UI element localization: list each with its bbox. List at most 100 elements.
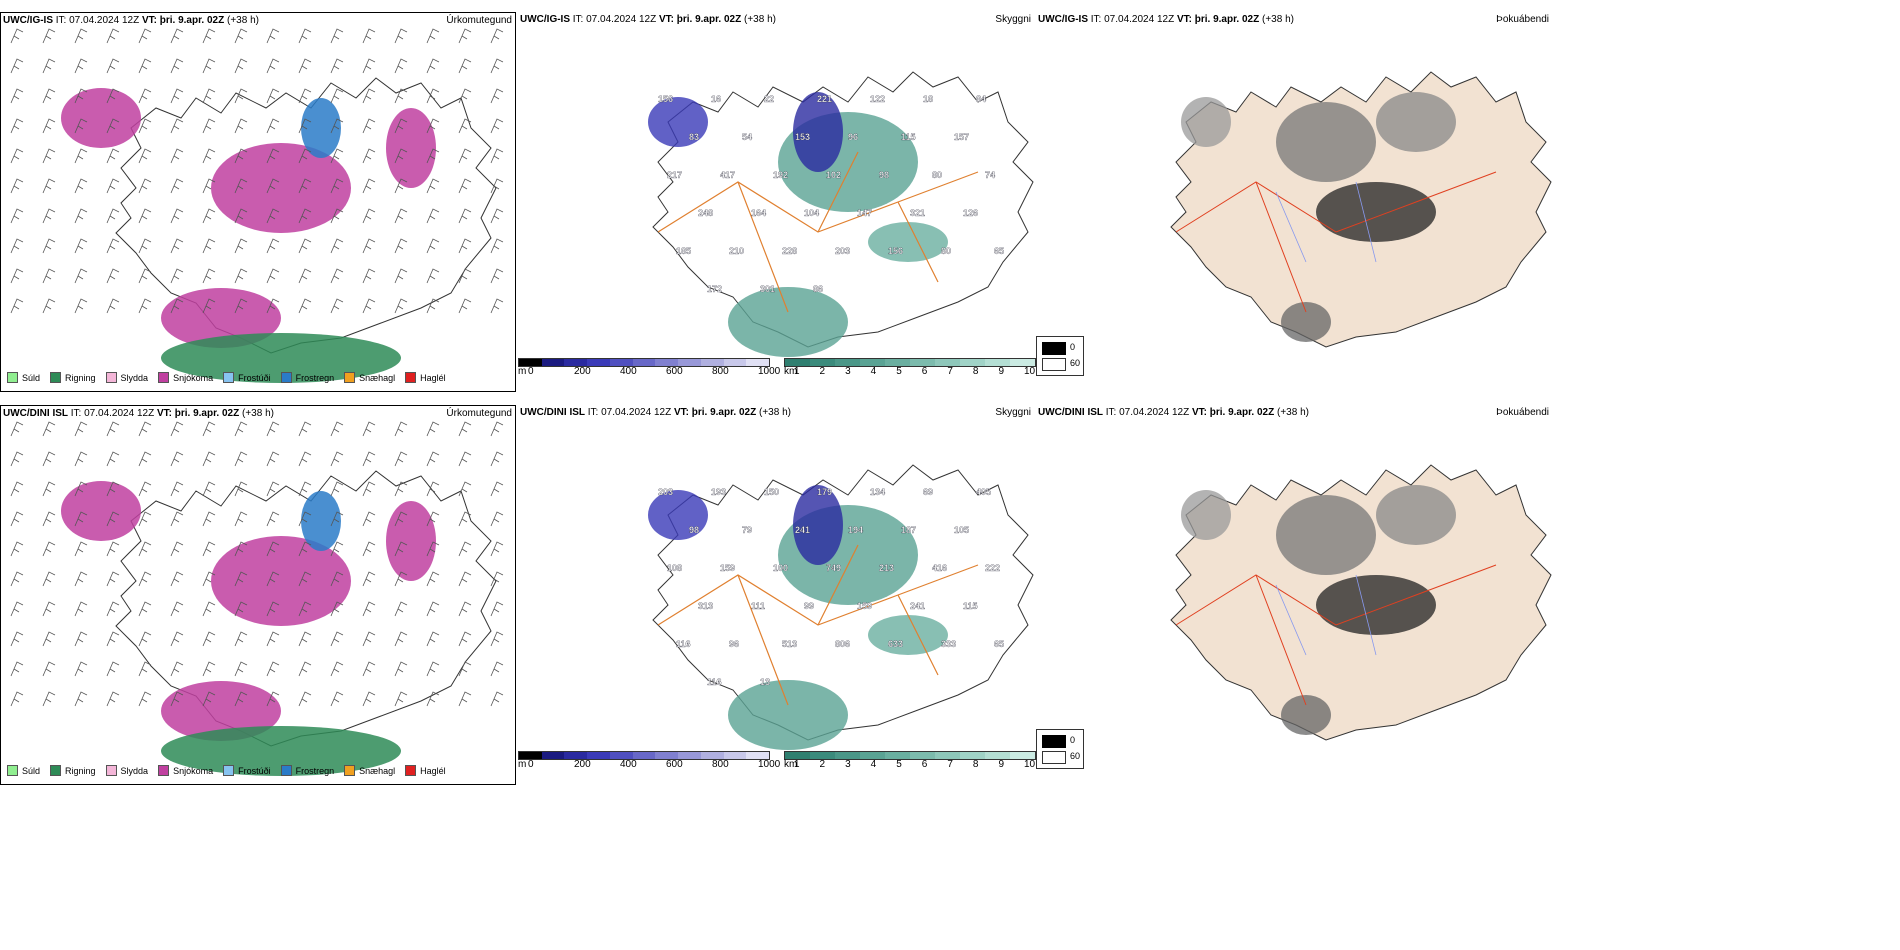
wind-barb bbox=[138, 541, 152, 557]
scale-step bbox=[609, 359, 633, 366]
wind-barb bbox=[170, 208, 184, 224]
wind-barb bbox=[394, 88, 408, 104]
wind-barb bbox=[330, 601, 344, 617]
legend-label: Súld bbox=[22, 765, 41, 776]
wind-barb bbox=[106, 118, 120, 134]
scale-step bbox=[632, 752, 656, 759]
legend-item: Rigning bbox=[50, 765, 96, 776]
wind-barb bbox=[106, 238, 120, 254]
wind-barb bbox=[106, 208, 120, 224]
cloud-base-label: 80 bbox=[941, 246, 951, 256]
legend-item: Súld bbox=[7, 765, 40, 776]
init-time: IT: 07.04.2024 12Z bbox=[1103, 407, 1192, 418]
wind-barb bbox=[42, 298, 56, 314]
iceland-map bbox=[10, 28, 504, 383]
wind-barb bbox=[266, 451, 280, 467]
color-scales: m 0 200 400 600 800 1000 km 1 2 3 4 5 6 7 8 9 10 bbox=[518, 751, 1038, 773]
wind-barb bbox=[138, 208, 152, 224]
wind-barb bbox=[202, 88, 216, 104]
cloud-base-label: 18 bbox=[923, 94, 933, 104]
wind-barb bbox=[202, 511, 216, 527]
wind-barb bbox=[266, 148, 280, 164]
scale-step bbox=[910, 359, 935, 366]
wind-barb bbox=[138, 451, 152, 467]
wind-barb bbox=[10, 88, 24, 104]
wind-barb bbox=[490, 208, 504, 224]
legend-label: Slydda bbox=[120, 372, 149, 383]
cloud-base-label: 79 bbox=[742, 525, 752, 535]
cloud-base-label: 192 bbox=[773, 170, 788, 180]
wind-barb bbox=[106, 481, 120, 497]
cloud-base-label: 104 bbox=[804, 208, 819, 218]
valid-time: VT: þri. 9.apr. 02Z bbox=[141, 15, 225, 26]
ceiling-color-scale bbox=[518, 751, 770, 760]
cloud-base-label: 194 bbox=[848, 525, 863, 535]
wind-barb bbox=[202, 58, 216, 74]
cloud-base-label: 13 bbox=[760, 677, 770, 687]
init-time: IT: 07.04.2024 12Z bbox=[53, 15, 142, 26]
wind-barb bbox=[298, 511, 312, 527]
wind-barb bbox=[362, 661, 376, 677]
wind-barb bbox=[106, 178, 120, 194]
wind-barb bbox=[426, 118, 440, 134]
wind-barb bbox=[362, 208, 376, 224]
wind-barb bbox=[426, 238, 440, 254]
cloud-base-label: 417 bbox=[720, 170, 735, 180]
wind-barb bbox=[170, 178, 184, 194]
wind-barb bbox=[138, 421, 152, 437]
wind-barb bbox=[490, 298, 504, 314]
cloud-base-label: 222 bbox=[985, 563, 1000, 573]
wind-barb bbox=[234, 58, 248, 74]
scale-tick: 4 bbox=[870, 366, 877, 377]
wind-barb bbox=[74, 571, 88, 587]
legend-label: Haglél bbox=[420, 765, 446, 776]
wind-barb bbox=[202, 238, 216, 254]
wind-barb bbox=[426, 511, 440, 527]
visibility-area bbox=[728, 287, 848, 357]
wind-barb bbox=[362, 511, 376, 527]
lead-time: (+38 h) bbox=[239, 408, 274, 419]
fog-swatch-light bbox=[1042, 358, 1066, 371]
wind-barb bbox=[74, 298, 88, 314]
init-time: IT: 07.04.2024 12Z bbox=[570, 14, 659, 25]
wind-barb bbox=[490, 691, 504, 707]
wind-barb bbox=[426, 541, 440, 557]
panel-product-name: Úrkomutegund bbox=[446, 408, 512, 419]
wind-barb bbox=[106, 571, 120, 587]
scale-step bbox=[655, 752, 679, 759]
wind-barb bbox=[490, 148, 504, 164]
wind-barb bbox=[170, 481, 184, 497]
legend-label: Súld bbox=[22, 372, 41, 383]
scale-tick: 8 bbox=[972, 759, 979, 770]
wind-barb bbox=[266, 118, 280, 134]
wind-barb bbox=[426, 421, 440, 437]
scale-step bbox=[746, 752, 770, 759]
wind-barb bbox=[298, 421, 312, 437]
wind-barb bbox=[106, 661, 120, 677]
wind-barb bbox=[10, 421, 24, 437]
wind-barb bbox=[426, 691, 440, 707]
cloud-base-label: 84 bbox=[976, 94, 986, 104]
legend-swatch bbox=[7, 372, 18, 383]
wind-barb bbox=[74, 118, 88, 134]
wind-barb bbox=[362, 451, 376, 467]
scale-tick: 1 bbox=[794, 366, 800, 377]
wind-barb bbox=[490, 631, 504, 647]
model-name: UWC/IG-IS bbox=[3, 15, 53, 26]
fog-swatch-dark bbox=[1042, 342, 1066, 355]
wind-barb bbox=[458, 118, 472, 134]
scale-step bbox=[935, 359, 960, 366]
wind-barb bbox=[458, 178, 472, 194]
wind-barb bbox=[42, 631, 56, 647]
model-name: UWC/DINI ISL bbox=[520, 407, 585, 418]
wind-barb bbox=[266, 238, 280, 254]
wind-barb bbox=[234, 298, 248, 314]
scale-tick: 600 bbox=[666, 759, 683, 770]
wind-barb bbox=[138, 88, 152, 104]
wind-barb bbox=[458, 571, 472, 587]
wind-barb bbox=[234, 661, 248, 677]
wind-barb bbox=[10, 28, 24, 44]
cloud-base-label: 98 bbox=[879, 170, 889, 180]
legend-label: Frostúði bbox=[238, 372, 271, 383]
wind-barb bbox=[394, 421, 408, 437]
